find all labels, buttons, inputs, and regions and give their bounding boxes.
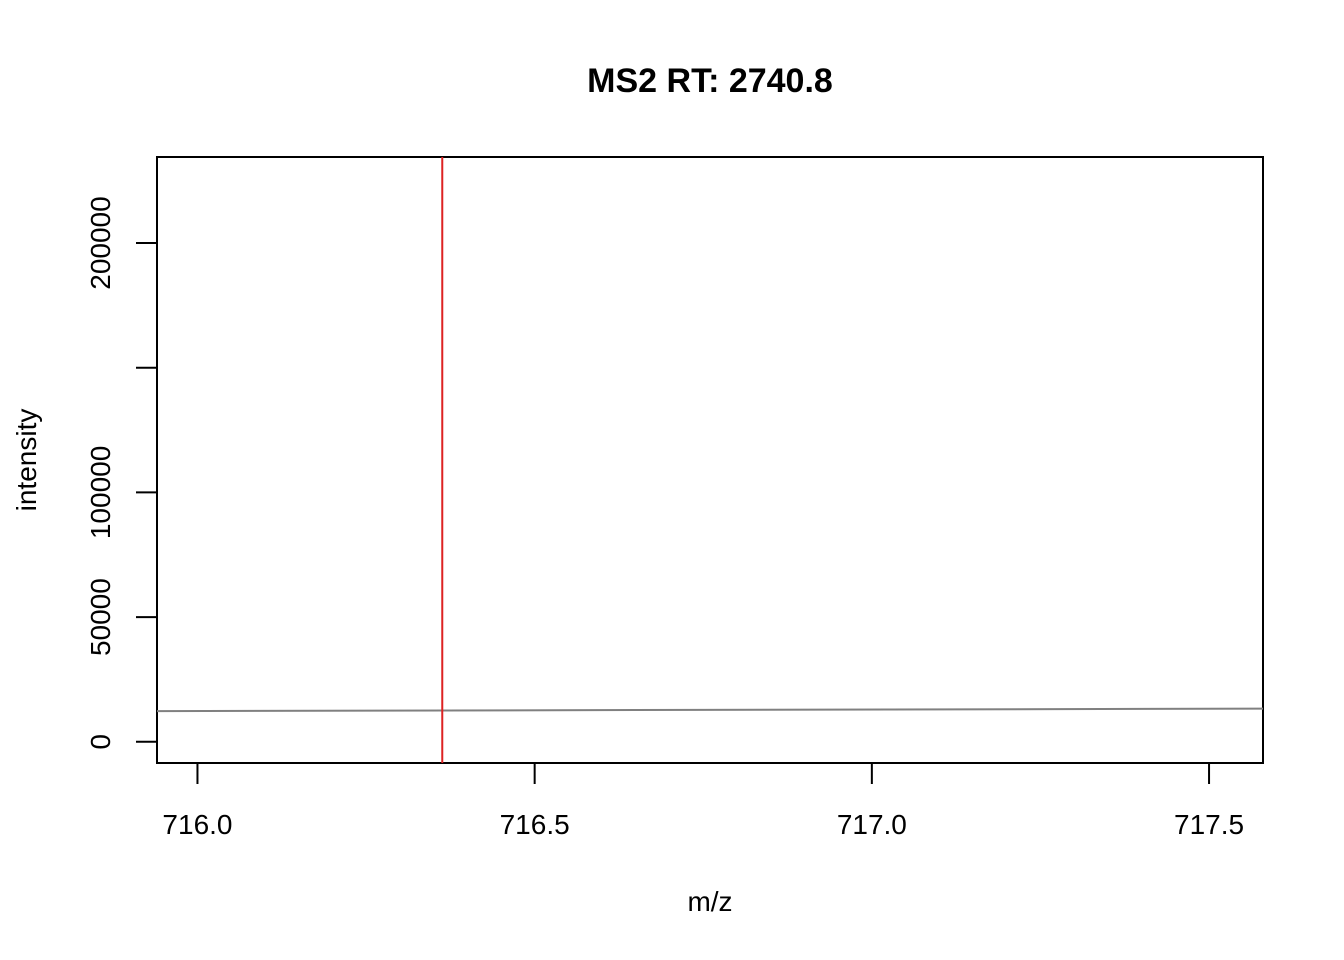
x-tick-label: 716.0 xyxy=(162,809,232,840)
series-line xyxy=(156,707,1264,713)
chart-title: MS2 RT: 2740.8 xyxy=(587,62,833,100)
y-tick-label: 50000 xyxy=(85,578,116,656)
y-axis-label: intensity xyxy=(11,409,42,512)
y-tick-label: 200000 xyxy=(85,196,116,289)
x-axis-label: m/z xyxy=(687,886,732,917)
y-axis: 0 50000 100000 200000 xyxy=(85,196,158,750)
x-tick-label: 717.0 xyxy=(837,809,907,840)
y-tick-label: 0 xyxy=(85,734,116,750)
y-tick-label: 100000 xyxy=(85,446,116,539)
x-axis: 716.0 716.5 717.0 717.5 xyxy=(162,762,1244,840)
plot-marks xyxy=(156,157,1264,763)
x-tick-label: 716.5 xyxy=(500,809,570,840)
x-tick-label: 717.5 xyxy=(1174,809,1244,840)
plot-frame xyxy=(156,156,1264,764)
